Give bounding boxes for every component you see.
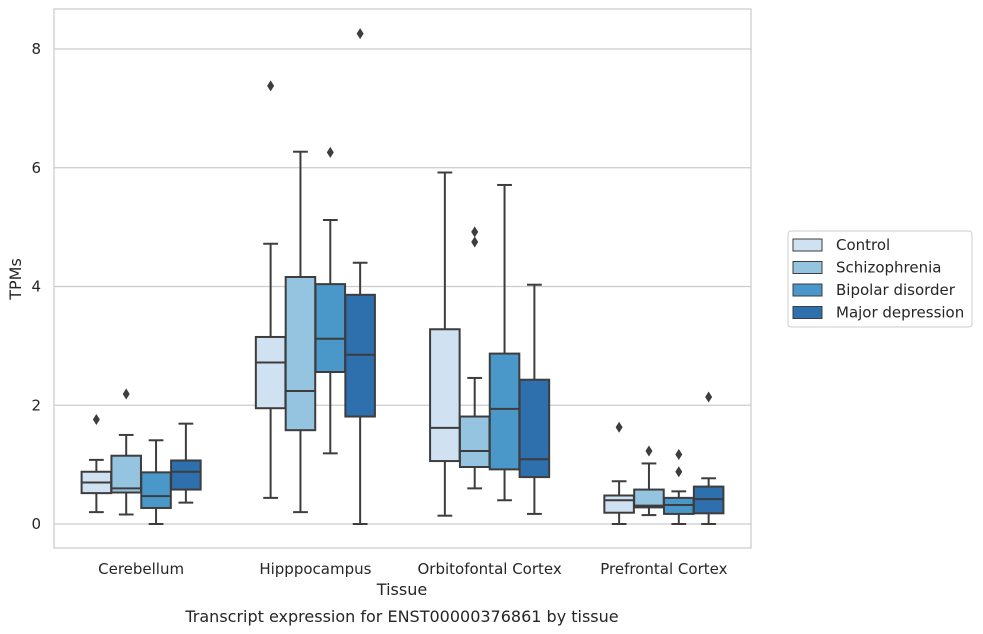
legend-entry: Bipolar disorder	[836, 281, 956, 299]
x-axis-label: Tissue	[376, 580, 427, 599]
plot-area	[54, 9, 751, 548]
x-tick-label: Orbitofontal Cortex	[418, 560, 562, 578]
box-body	[603, 494, 635, 514]
box-group	[429, 171, 461, 517]
y-tick-label: 8	[31, 40, 41, 58]
outlier-point	[615, 421, 623, 433]
box-body	[110, 454, 142, 494]
box-group	[518, 283, 551, 515]
legend-swatch	[792, 306, 823, 319]
box-body	[284, 276, 317, 432]
box-body	[518, 378, 551, 479]
box-body	[254, 335, 287, 410]
y-tick-label: 4	[31, 278, 41, 296]
box-group	[344, 28, 376, 525]
legend-swatch	[792, 283, 823, 297]
x-tick-label: Prefrontal Cortex	[600, 560, 727, 578]
outlier-point	[705, 391, 713, 403]
legend-frame	[787, 230, 973, 328]
box-group	[692, 391, 725, 525]
outlier-point	[267, 80, 275, 92]
x-tick-label: Hipppocampus	[259, 560, 371, 578]
plot-frame	[53, 8, 752, 549]
box-group	[488, 183, 521, 502]
x-ticks: Cerebellum Hipppocampus Orbitofontal Corte…	[98, 560, 727, 578]
legend: Control Schizophrenia Bipolar disorder Majo…	[787, 230, 973, 328]
box-group	[170, 422, 202, 504]
box-group	[284, 150, 317, 514]
legend-entry: Control	[836, 236, 890, 254]
y-tick-label: 0	[31, 515, 41, 533]
legend-swatch	[792, 238, 823, 252]
outlier-point	[471, 226, 479, 238]
outlier-point	[326, 146, 334, 158]
box-group	[663, 449, 695, 525]
legend-swatch	[792, 261, 823, 274]
box-body	[140, 471, 172, 509]
x-tick-label: Cerebellum	[98, 560, 184, 578]
y-ticks: 0 2 4 6 8	[31, 40, 41, 533]
box-body	[170, 459, 202, 491]
outlier-point	[356, 28, 364, 40]
box-body	[488, 352, 521, 471]
y-axis-label: TPMs	[6, 258, 25, 301]
y-tick-label: 2	[31, 396, 41, 414]
box-body	[429, 328, 461, 463]
box-group	[110, 388, 142, 516]
legend-entry: Schizophrenia	[836, 259, 941, 277]
outlier-point	[122, 388, 130, 400]
box-group	[314, 146, 347, 455]
outlier-point	[471, 236, 479, 248]
box-body	[458, 415, 491, 468]
outlier-point	[675, 449, 683, 461]
grid	[54, 48, 751, 525]
box-group	[254, 80, 287, 499]
chart-caption: Transcript expression for ENST0000037686…	[184, 607, 618, 626]
legend-entry: Major depression	[836, 304, 964, 322]
box-body	[314, 283, 347, 373]
outlier-point	[645, 445, 653, 457]
outlier-point	[675, 466, 683, 478]
outlier-point	[92, 414, 100, 425]
box-groups	[80, 28, 725, 525]
y-tick-label: 6	[31, 159, 41, 177]
